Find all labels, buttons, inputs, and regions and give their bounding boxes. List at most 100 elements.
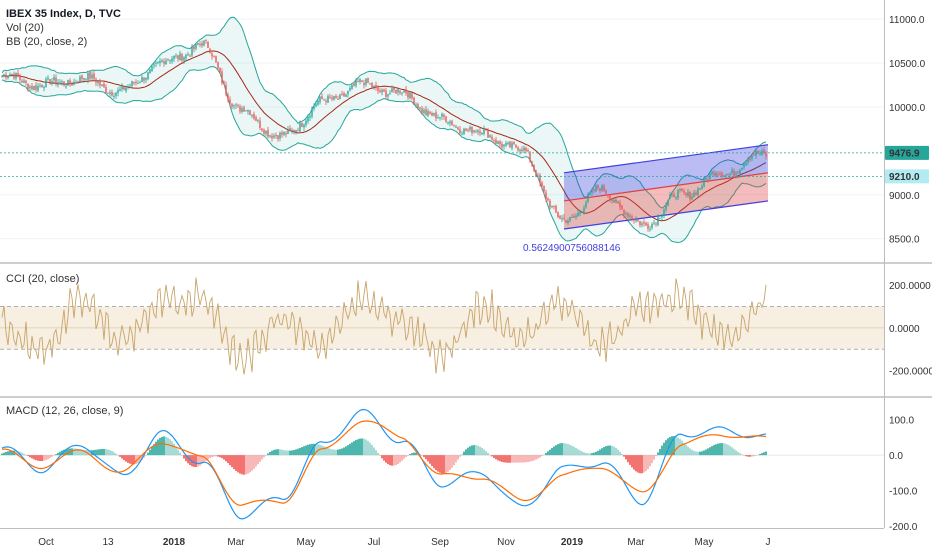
candle-body [179, 53, 181, 61]
candle-body [363, 82, 365, 86]
candle-body [89, 71, 91, 79]
candle-body [531, 161, 533, 166]
candle-body [629, 215, 631, 217]
price-axis-ticks[interactable]: 11000.0 10500.0 10000.0 9000.0 8500.0 [889, 15, 926, 246]
candle-body [177, 55, 179, 60]
chart-title[interactable]: IBEX 35 Index, D, TVC [6, 8, 121, 20]
candle-body [509, 141, 511, 148]
candle-body [501, 143, 503, 148]
time-axis-ticks[interactable]: Oct 13 2018 Mar May Jul Sep Nov 2019 Mar May J [38, 537, 770, 548]
macd-histogram-bar [697, 451, 699, 456]
macd-histogram-bar [237, 455, 239, 473]
macd-histogram-bar [567, 444, 569, 456]
candle-body [201, 43, 203, 46]
candle-body [607, 194, 609, 196]
candle-body [713, 172, 715, 176]
macd-histogram-bar [269, 451, 271, 456]
candle-body [511, 142, 513, 149]
candle-body [717, 173, 719, 175]
macd-histogram-bar [657, 452, 659, 456]
bollinger-legend[interactable]: BB (20, close, 2) [6, 36, 87, 48]
candle-body [165, 60, 167, 65]
macd-histogram-bar [259, 455, 261, 462]
macd-histogram-bar [521, 455, 523, 463]
macd-histogram-bar [537, 455, 539, 459]
candle-body [253, 114, 255, 119]
candle-body [321, 96, 323, 99]
macd-histogram-bar [583, 452, 585, 456]
candle-body [159, 60, 161, 64]
candle-body [61, 81, 63, 83]
macd-axis-ticks[interactable]: 100.0 0.0 -100.0 -200.0 [889, 416, 918, 533]
macd-histogram-bar [295, 449, 297, 456]
macd-histogram-bar [453, 455, 455, 466]
candle-body [247, 109, 249, 112]
candle-body [249, 110, 251, 115]
macd-tick-label: -200.0 [889, 522, 918, 533]
macd-histogram-bar [475, 445, 477, 456]
candle-body [69, 80, 71, 85]
candle-body [711, 171, 713, 174]
candle-body [461, 133, 463, 135]
regression-channel[interactable] [563, 144, 769, 230]
macd-histogram-bar [133, 455, 135, 465]
candle-body [243, 107, 245, 112]
candle-body [133, 81, 135, 84]
macd-histogram-bar [441, 455, 443, 474]
macd-histogram-bar [5, 451, 7, 456]
candle-body [759, 153, 761, 155]
candle-body [659, 217, 661, 219]
candle-body [261, 128, 263, 131]
candle-body [747, 159, 749, 163]
macd-histogram-bar [233, 455, 235, 470]
macd-histogram-bar [519, 455, 521, 463]
macd-histogram-bar [467, 447, 469, 456]
macd-histogram-bar [323, 446, 325, 456]
candle-body [575, 215, 577, 218]
macd-histogram-bar [39, 455, 41, 462]
macd-histogram-bar [679, 438, 681, 456]
macd-histogram-bar [571, 445, 573, 456]
candle-body [521, 149, 523, 151]
macd-histogram-bar [359, 438, 361, 456]
candle-body [103, 83, 105, 88]
candle-body [235, 104, 237, 106]
candle-body [487, 130, 489, 138]
macd-histogram-bar [273, 449, 275, 456]
candle-body [755, 150, 757, 156]
cci-axis-ticks[interactable]: 200.0000 0.0000 -200.0000 [889, 281, 932, 378]
candle-body [199, 44, 201, 46]
macd-histogram-bar [743, 455, 745, 456]
macd-histogram-bar [551, 448, 553, 456]
candle-body [551, 206, 553, 208]
macd-histogram-bar [653, 455, 655, 460]
macd-histogram-bar [291, 450, 293, 456]
candle-body [157, 61, 159, 63]
macd-histogram-bar [261, 455, 263, 460]
macd-histogram-bar [365, 439, 367, 456]
macd-histogram-bar [485, 451, 487, 456]
cci-pane [0, 277, 884, 375]
candle-body [111, 92, 113, 96]
macd-histogram-bar [165, 436, 167, 456]
cci-legend[interactable]: CCI (20, close) [6, 273, 79, 285]
candle-body [749, 158, 751, 160]
candle-body [399, 90, 401, 93]
candle-body [647, 224, 649, 229]
candle-body [207, 42, 209, 48]
candle-body [655, 223, 657, 225]
candle-body [161, 60, 163, 63]
candle-body [331, 97, 333, 100]
candle-body [113, 95, 115, 97]
macd-histogram-bar [481, 447, 483, 456]
candle-body [349, 87, 351, 91]
candle-body [145, 78, 147, 80]
channel-upper-fill [564, 144, 768, 201]
candle-body [373, 86, 375, 88]
candle-body [681, 188, 683, 192]
volume-legend[interactable]: Vol (20) [6, 22, 44, 34]
candle-body [277, 135, 279, 140]
macd-legend[interactable]: MACD (12, 26, close, 9) [6, 405, 123, 417]
candle-body [409, 92, 411, 99]
candle-body [753, 154, 755, 156]
